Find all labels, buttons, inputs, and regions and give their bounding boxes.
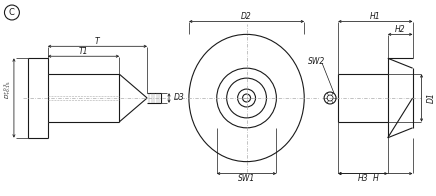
Text: T1: T1 xyxy=(79,47,88,56)
Text: $D^{+0.3}_{+0.15}$: $D^{+0.3}_{+0.15}$ xyxy=(2,81,13,99)
Text: SW1: SW1 xyxy=(238,174,255,183)
Text: H2: H2 xyxy=(395,25,405,34)
Text: H1: H1 xyxy=(370,12,381,21)
Text: D2: D2 xyxy=(241,12,252,21)
Text: H3: H3 xyxy=(358,174,368,183)
Text: T: T xyxy=(95,37,100,46)
Text: D1: D1 xyxy=(426,93,436,103)
Text: SW2: SW2 xyxy=(308,57,325,66)
Text: C: C xyxy=(9,8,15,17)
Text: H: H xyxy=(372,174,378,183)
Text: D3: D3 xyxy=(174,93,185,103)
